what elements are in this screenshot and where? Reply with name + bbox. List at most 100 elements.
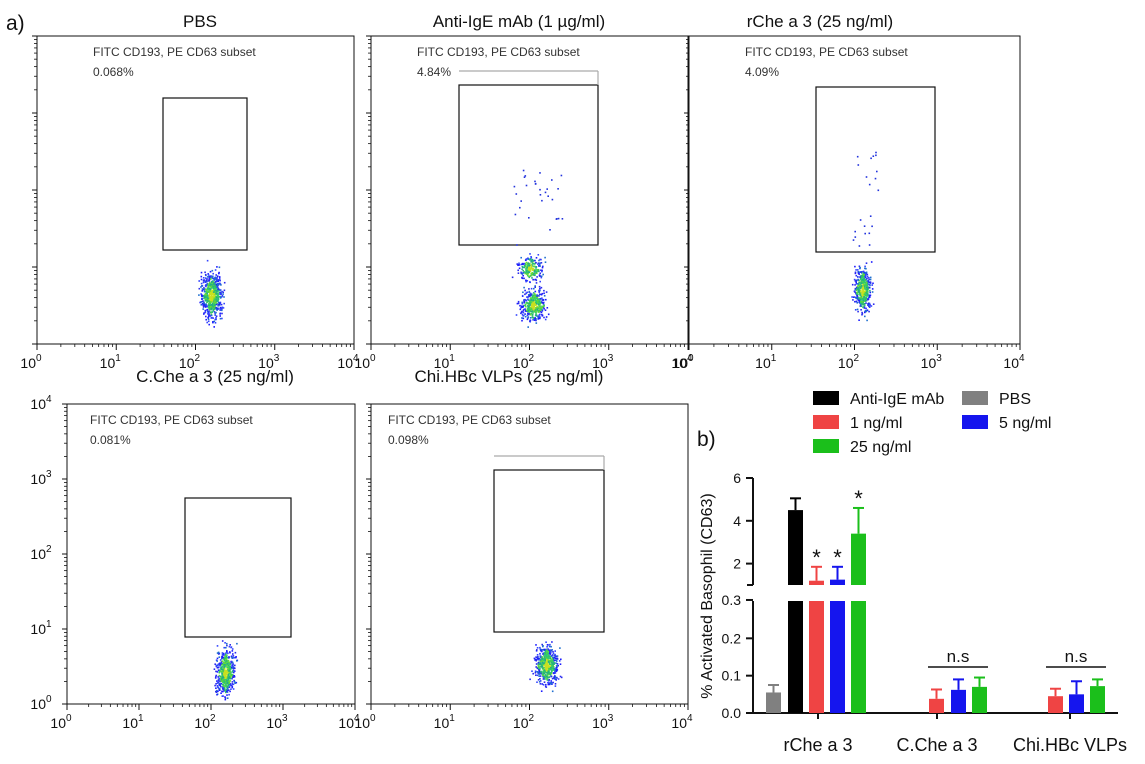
event-dot [540, 690, 543, 692]
event-dot [550, 655, 552, 657]
event-dot [545, 656, 548, 658]
event-dot [857, 283, 859, 285]
event-dot [215, 302, 217, 304]
event-dot [866, 277, 868, 280]
event-dot [201, 290, 203, 292]
x-tick-label: 104 [1003, 353, 1025, 371]
event-dot [223, 672, 225, 675]
event-dot [215, 278, 217, 281]
event-dot [871, 284, 873, 286]
event-dot [221, 690, 224, 693]
event-dot [200, 278, 203, 281]
tick-base: 10 [838, 355, 854, 371]
event-dot [224, 677, 227, 680]
event-dot [203, 297, 205, 300]
event-dot [550, 660, 552, 662]
event-dot [541, 667, 544, 670]
event-dot [521, 313, 524, 316]
event-dot [535, 279, 538, 282]
event-dot [551, 654, 554, 656]
event-dot [210, 291, 212, 293]
event-dot [544, 309, 547, 311]
event-dot [539, 313, 541, 316]
event-dot [226, 680, 228, 683]
event-dot [864, 286, 866, 289]
event-dot [229, 672, 231, 674]
event-dot [542, 684, 545, 686]
event-dot [225, 688, 228, 691]
event-dot [207, 312, 210, 315]
event-dot [210, 283, 212, 285]
event-dot [865, 292, 867, 294]
event-dot [220, 296, 223, 298]
y-tick-label: 6 [733, 470, 741, 486]
event-dot [854, 272, 857, 275]
event-dot [857, 272, 860, 275]
event-dot [221, 686, 224, 688]
event-dot [223, 302, 225, 305]
event-dot [219, 684, 221, 687]
event-dot [520, 263, 523, 266]
category-label: rChe a 3 [783, 735, 852, 755]
event-dot [533, 293, 536, 295]
event-dot [201, 285, 203, 287]
significance-star: * [812, 545, 821, 570]
event-dot [552, 663, 554, 666]
event-dot [863, 274, 865, 276]
bar-chi-hbc-vlps-1-ng-ml [1048, 687, 1063, 713]
event-dot [219, 664, 221, 667]
event-dot [546, 661, 548, 663]
event-dot [526, 274, 529, 277]
event-dot [535, 310, 537, 313]
event-dot [539, 172, 541, 174]
event-dot [232, 657, 234, 659]
event-dot [852, 239, 855, 241]
event-dot [224, 697, 227, 699]
event-dot [551, 198, 554, 201]
event-dot [205, 315, 207, 318]
event-dot [546, 678, 548, 680]
gate-percent: 4.84% [417, 65, 451, 79]
event-dot [864, 299, 867, 302]
event-dot [541, 658, 543, 660]
bar-rect [1048, 696, 1063, 713]
event-dot [544, 674, 547, 676]
tick-base: 10 [338, 715, 354, 731]
event-dot [541, 301, 543, 303]
event-dot [221, 663, 223, 666]
event-dot [860, 282, 863, 284]
event-dot [554, 675, 556, 678]
tick-exponent: 0 [46, 694, 52, 705]
event-dot [856, 302, 859, 304]
event-dot [208, 280, 211, 282]
event-dot [543, 655, 545, 657]
event-dot [221, 306, 224, 309]
event-dot [217, 288, 219, 290]
event-dot [226, 672, 229, 674]
event-dot [862, 287, 865, 290]
event-dot [531, 306, 534, 309]
event-dot [206, 282, 209, 285]
event-dot [864, 290, 867, 293]
event-dot [866, 281, 868, 283]
event-dot [222, 656, 225, 659]
event-dot [233, 680, 236, 683]
event-dot [220, 666, 222, 668]
event-dot [224, 685, 227, 687]
event-dot [210, 314, 213, 317]
event-dot [538, 265, 540, 267]
event-dot [538, 675, 540, 677]
event-dot [543, 676, 545, 678]
event-dot [205, 293, 207, 296]
event-dot [543, 672, 545, 674]
event-dot [523, 262, 526, 265]
event-dot [547, 683, 550, 686]
tick-base: 10 [1003, 355, 1019, 371]
event-dot [543, 664, 545, 667]
event-dot [864, 274, 867, 277]
event-dot [542, 670, 545, 673]
event-dot [541, 656, 544, 658]
event-dot [217, 280, 219, 282]
event-dot [532, 273, 535, 275]
event-dot [524, 315, 527, 318]
